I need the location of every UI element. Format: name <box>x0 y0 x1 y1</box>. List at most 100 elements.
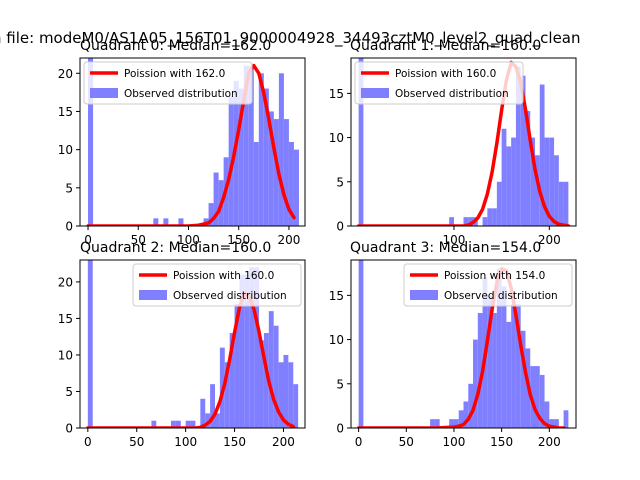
histogram-bar <box>515 66 521 226</box>
y-tick-label: 0 <box>336 422 344 436</box>
legend: Poission with 160.0 Observed distribution <box>354 61 524 105</box>
histogram-bar <box>496 268 502 428</box>
legend-hist-swatch <box>361 88 389 98</box>
histogram-bar <box>539 84 545 226</box>
histogram-bar <box>87 260 93 428</box>
histogram-bar <box>233 80 239 226</box>
subplot-title: Quadrant 2: Median=160.0 <box>80 240 271 256</box>
histogram-bar <box>190 420 196 428</box>
histogram-bar <box>88 58 94 226</box>
legend-box <box>83 61 253 105</box>
histogram-bar <box>268 311 274 428</box>
legend-label-poisson: Poission with 160.0 <box>173 270 274 282</box>
histogram-bar <box>506 321 512 428</box>
histogram-bar <box>463 401 469 428</box>
histogram-bar <box>520 75 526 226</box>
histogram-bar <box>544 401 550 428</box>
histogram-bar <box>273 119 279 226</box>
legend-label-observed: Observed distribution <box>395 88 509 100</box>
x-tick-label: 50 <box>131 233 146 247</box>
subplot-quadrant-1: 100 200 0 5 10 15 Poission with 160.0 Observed … <box>329 38 577 247</box>
legend-label-poisson: Poission with 160.0 <box>395 68 496 80</box>
histogram-bar <box>268 111 274 226</box>
histogram-bar <box>453 419 459 428</box>
legend-label-observed: Observed distribution <box>173 290 287 302</box>
histogram-bar <box>511 137 516 226</box>
histogram-bar <box>283 354 289 428</box>
x-tick-label: 150 <box>227 233 250 247</box>
legend-box <box>354 61 524 105</box>
histogram-bar <box>208 203 214 226</box>
y-tick-label: 5 <box>336 377 344 391</box>
histogram-bar <box>170 420 176 428</box>
histogram-bar <box>515 304 521 428</box>
x-tick-label: 200 <box>272 435 295 449</box>
histogram-bar <box>535 155 540 226</box>
subplot-title: Quadrant 3: Median=154.0 <box>350 240 541 256</box>
histogram-bar <box>506 146 512 226</box>
histogram-bar <box>358 260 364 428</box>
histogram-bar <box>151 420 157 428</box>
histogram-bar <box>178 218 184 226</box>
x-tick-label: 50 <box>399 435 414 449</box>
y-tick-label: 15 <box>329 289 344 303</box>
histogram-bar <box>492 208 497 226</box>
histogram-bar <box>492 313 497 428</box>
x-tick-label: 200 <box>538 233 561 247</box>
histogram-bar <box>200 398 206 428</box>
x-tick-label: 200 <box>277 233 300 247</box>
legend-hist-swatch <box>90 88 118 98</box>
histogram-bar <box>224 362 230 428</box>
y-tick-label: 15 <box>329 87 344 101</box>
legend-label-observed: Observed distribution <box>124 88 238 100</box>
x-tick-label: 100 <box>174 435 197 449</box>
y-tick-label: 5 <box>65 181 73 195</box>
y-tick-label: 15 <box>58 105 73 119</box>
histogram-bar <box>210 384 215 428</box>
axes-frame <box>79 259 306 429</box>
histogram-bar <box>449 217 454 226</box>
histogram-bar <box>525 111 531 226</box>
histogram-bar <box>213 172 219 226</box>
histogram-bar <box>234 303 240 428</box>
histogram-bar <box>253 142 259 226</box>
histogram-bar <box>283 119 289 226</box>
histogram-bar <box>549 137 555 226</box>
histogram-bar <box>358 58 364 226</box>
histogram-bar <box>539 374 545 428</box>
histogram-bar <box>487 295 493 428</box>
histogram-bar <box>163 218 169 226</box>
histogram-bar <box>263 333 269 428</box>
legend-hist-swatch <box>139 290 167 300</box>
axes-frame <box>350 57 577 227</box>
x-tick-label: 100 <box>443 435 466 449</box>
subplot-quadrant-3: 0 50 100 150 200 0 5 10 15 Poission with 154.0 Obs… <box>329 240 577 449</box>
histogram-bar <box>259 340 264 428</box>
legend-label-observed: Observed distribution <box>444 290 558 302</box>
histogram-bar <box>243 65 249 226</box>
histogram-bar <box>293 384 299 428</box>
x-tick-label: 0 <box>355 435 363 449</box>
plot-area <box>86 260 299 428</box>
x-tick-label: 0 <box>84 435 92 449</box>
histogram-bar <box>530 137 536 226</box>
y-tick-label: 20 <box>58 275 73 289</box>
legend-label-poisson: Poission with 162.0 <box>124 68 225 80</box>
histogram-bar <box>273 325 279 428</box>
histogram-bar <box>496 181 502 226</box>
histogram-bar <box>501 128 507 226</box>
poisson-line <box>86 63 296 226</box>
histogram-bar <box>511 304 516 428</box>
histogram-bar <box>244 274 250 428</box>
histogram-bar <box>215 413 220 428</box>
subplot-quadrant-2: 0 50 100 150 200 0 5 10 15 20 Poission with 160.0 O… <box>58 240 306 449</box>
y-tick-label: 5 <box>65 385 73 399</box>
histogram-bar <box>175 420 181 428</box>
legend-label-poisson: Poission with 154.0 <box>444 270 545 282</box>
histogram-bar <box>238 88 244 226</box>
y-tick-label: 5 <box>336 175 344 189</box>
x-tick-label: 150 <box>490 435 513 449</box>
histogram-bar <box>549 419 555 428</box>
histogram-bar <box>288 362 294 428</box>
